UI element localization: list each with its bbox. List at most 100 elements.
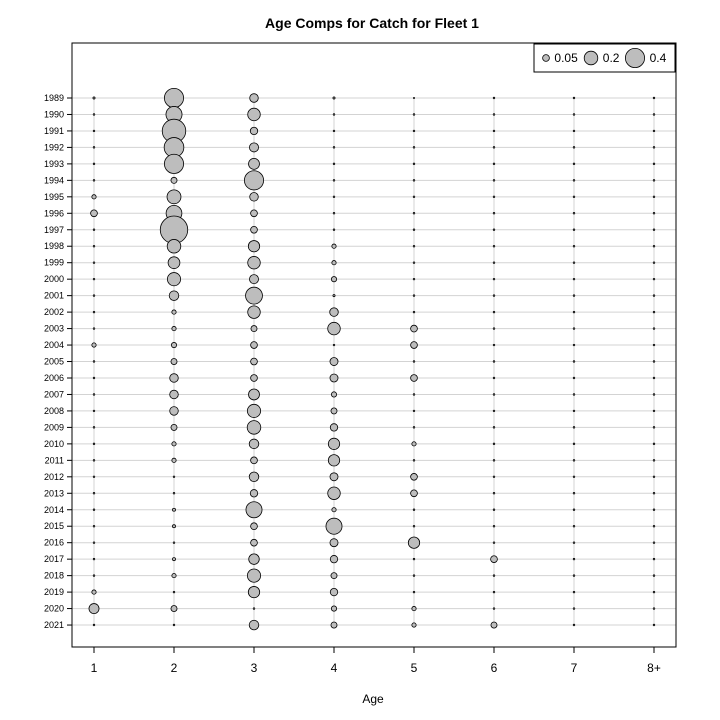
bubble [492, 492, 496, 495]
chart-title: Age Comps for Catch for Fleet 1 [265, 15, 479, 31]
bubble [169, 389, 179, 400]
bubble [492, 294, 496, 297]
bubble [652, 607, 656, 610]
bubble [411, 606, 417, 612]
bubble [412, 459, 416, 462]
bubble [92, 244, 96, 248]
bubble [492, 113, 496, 116]
x-axis-ticks: 1 2 3 4 5 6 7 8+ [91, 647, 661, 675]
bubble [243, 170, 264, 191]
bubble [652, 508, 656, 511]
legend-label: 0.05 [554, 51, 578, 65]
bubble [652, 376, 656, 380]
bubble [412, 409, 416, 413]
bubble [412, 146, 416, 149]
bubble [332, 162, 336, 166]
bubble [172, 590, 176, 594]
bubble [92, 623, 96, 627]
bubble [169, 373, 179, 383]
bubble [167, 256, 181, 269]
y-tick-label: 2004 [44, 340, 64, 350]
bubble [250, 374, 258, 382]
bubble [91, 342, 97, 348]
bubble [249, 126, 259, 136]
bubble [652, 557, 656, 561]
bubble [652, 294, 656, 297]
y-tick-label: 1996 [44, 208, 64, 218]
legend: 0.05 0.2 0.4 [533, 43, 676, 73]
y-tick-label: 2021 [44, 620, 64, 630]
bubble [171, 441, 177, 447]
bubble [92, 310, 96, 314]
bubble [492, 574, 496, 577]
bubble [329, 555, 339, 564]
bubble [248, 619, 260, 631]
bubble [410, 324, 418, 333]
bubble [171, 309, 177, 315]
bubble [327, 321, 341, 336]
bubble [92, 574, 96, 577]
bubble [652, 590, 656, 594]
bubble [572, 475, 576, 479]
bubble [652, 459, 656, 462]
bubble [329, 587, 339, 597]
bubble [492, 541, 496, 544]
y-tick-label: 2016 [44, 538, 64, 548]
x-tick-label: 7 [571, 661, 578, 675]
bubble [249, 142, 259, 153]
bubble [250, 538, 258, 547]
bubble [92, 541, 96, 544]
bubble [171, 326, 177, 332]
bubble [410, 473, 418, 481]
bubble [330, 391, 338, 398]
x-tick-label: 4 [331, 661, 338, 675]
y-tick-label: 2005 [44, 357, 64, 367]
bubble [249, 274, 259, 285]
bubble [412, 179, 416, 182]
bubble [412, 129, 416, 133]
bubble [492, 508, 496, 511]
bubble [572, 212, 576, 215]
y-tick-label: 2020 [44, 604, 64, 614]
bubble [492, 442, 496, 446]
bubble [166, 272, 182, 287]
bubble [412, 162, 416, 166]
y-tick-label: 2008 [44, 406, 64, 416]
bubble [331, 507, 337, 513]
bubble [492, 96, 496, 100]
bubble [329, 472, 339, 482]
bubble [170, 358, 178, 365]
y-tick-label: 2019 [44, 587, 64, 597]
bubble [92, 162, 96, 166]
bubble [170, 605, 178, 613]
bubble [572, 590, 576, 594]
bubble [248, 388, 260, 401]
bubble [252, 607, 256, 610]
bubble [652, 492, 656, 495]
bubble [327, 486, 341, 500]
bubble [168, 290, 180, 301]
legend-bubble [542, 54, 550, 62]
bubble [652, 426, 656, 429]
y-tick-label: 2013 [44, 488, 64, 498]
bubble [90, 209, 98, 218]
bubble [92, 557, 96, 561]
y-tick-label: 2015 [44, 521, 64, 531]
bubble [92, 327, 96, 330]
bubble [652, 129, 656, 133]
bubble [250, 225, 258, 234]
bubble [250, 456, 258, 465]
bubble [249, 489, 259, 498]
bubble [92, 459, 96, 462]
bubble [652, 360, 656, 363]
bubble [412, 277, 416, 281]
bubble [171, 457, 177, 463]
y-tick-label: 2000 [44, 274, 64, 284]
bubble [572, 524, 576, 528]
bubble [407, 536, 421, 549]
bubble [332, 129, 336, 133]
x-tick-label: 2 [171, 661, 178, 675]
bubble [412, 524, 416, 528]
bubble [330, 621, 338, 629]
bubble [492, 162, 496, 166]
